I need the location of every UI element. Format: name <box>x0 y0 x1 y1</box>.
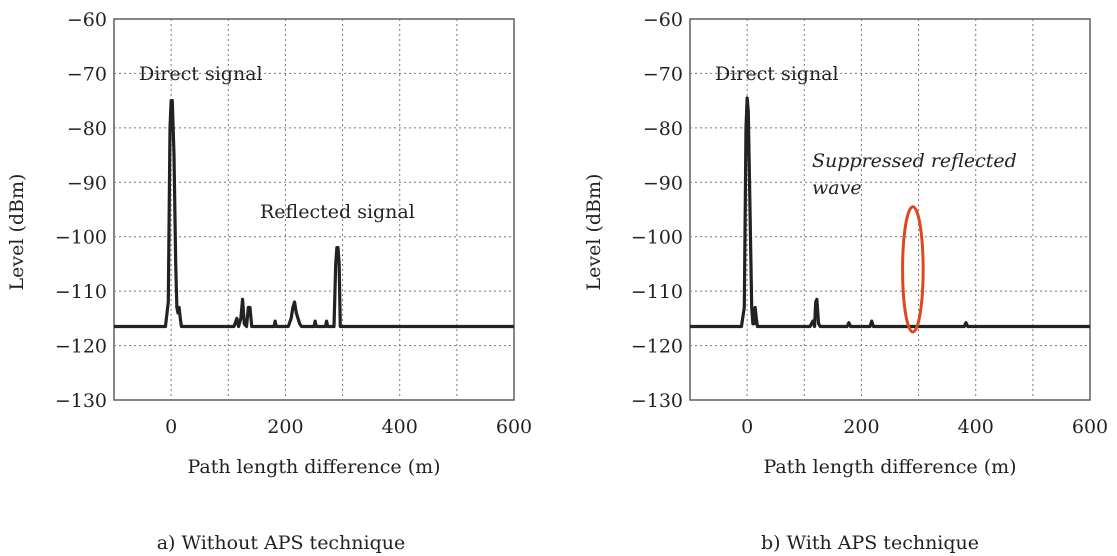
chart-b-y-tick-label: −60 <box>643 9 683 31</box>
chart-b-y-tick-label: −130 <box>631 390 683 412</box>
chart-a-x-tick-label: 400 <box>382 416 418 438</box>
chart-a-grid <box>114 19 514 400</box>
chart-b-plot-frame <box>689 18 1091 401</box>
chart-b-y-tick-label: −100 <box>631 227 683 249</box>
chart-b-x-axis-label: Path length difference (m) <box>763 456 1016 478</box>
chart-b-annotation-direct: Direct signal <box>715 63 839 85</box>
chart-b-x-tick-label: 0 <box>741 416 753 438</box>
chart-b-y-tick-label: −90 <box>643 172 683 194</box>
chart-b-x-tick-label: 400 <box>958 416 994 438</box>
chart-a-annotation-direct: Direct signal <box>139 63 263 85</box>
chart-a-y-tick-label: −110 <box>55 281 107 303</box>
chart-b-y-tick-label: −70 <box>643 63 683 85</box>
chart-b-series-line <box>690 96 1090 329</box>
chart-a-x-axis-label: Path length difference (m) <box>187 456 440 478</box>
chart-b-grid <box>690 19 1090 400</box>
chart-b-y-tick-label: −80 <box>643 118 683 140</box>
chart-a-y-tick-label: −80 <box>67 118 107 140</box>
chart-a-y-tick-label: −130 <box>55 390 107 412</box>
chart-a-y-tick-label: −90 <box>67 172 107 194</box>
chart-a-y-tick-label: −70 <box>67 63 107 85</box>
chart-a-y-tick-label: −120 <box>55 336 107 358</box>
chart-a-x-tick-label: 600 <box>496 416 532 438</box>
chart-b-highlight-ellipse <box>901 205 925 334</box>
chart-b-y-tick-label: −120 <box>631 336 683 358</box>
chart-a-caption: a) Without APS technique <box>157 532 406 554</box>
chart-b-caption: b) With APS technique <box>761 532 979 554</box>
chart-b-x-tick-label: 600 <box>1072 416 1108 438</box>
chart-a-tick-labels: −60 −70 −80 −90 −100 −110 −120 −130 0 200 400 600 <box>55 9 532 438</box>
chart-b-annotation-wave: wave <box>812 177 862 199</box>
chart-a-series-line <box>114 99 514 329</box>
chart-a-y-tick-label: −100 <box>55 227 107 249</box>
chart-a-x-tick-label: 0 <box>165 416 177 438</box>
chart-a-x-tick-label: 200 <box>267 416 303 438</box>
chart-b-annotation-suppressed: Suppressed reflected <box>812 150 1017 172</box>
chart-b-x-tick-label: 200 <box>843 416 879 438</box>
chart-a-y-axis-label: Level (dBm) <box>6 174 28 291</box>
chart-a-annotation-reflected: Reflected signal <box>260 201 415 223</box>
chart-b-y-axis-label: Level (dBm) <box>583 174 605 291</box>
chart-a: −60 −70 −80 −90 −100 −110 −120 −130 0 200 400 600 D… <box>6 9 532 554</box>
chart-b-tick-labels: −60 −70 −80 −90 −100 −110 −120 −130 0 200 400 600 <box>631 9 1108 438</box>
chart-b: −60 −70 −80 −90 −100 −110 −120 −130 0 200 400 600 D… <box>583 9 1108 554</box>
chart-a-y-tick-label: −60 <box>67 9 107 31</box>
chart-a-plot-frame <box>113 18 515 401</box>
chart-b-y-tick-label: −110 <box>631 281 683 303</box>
